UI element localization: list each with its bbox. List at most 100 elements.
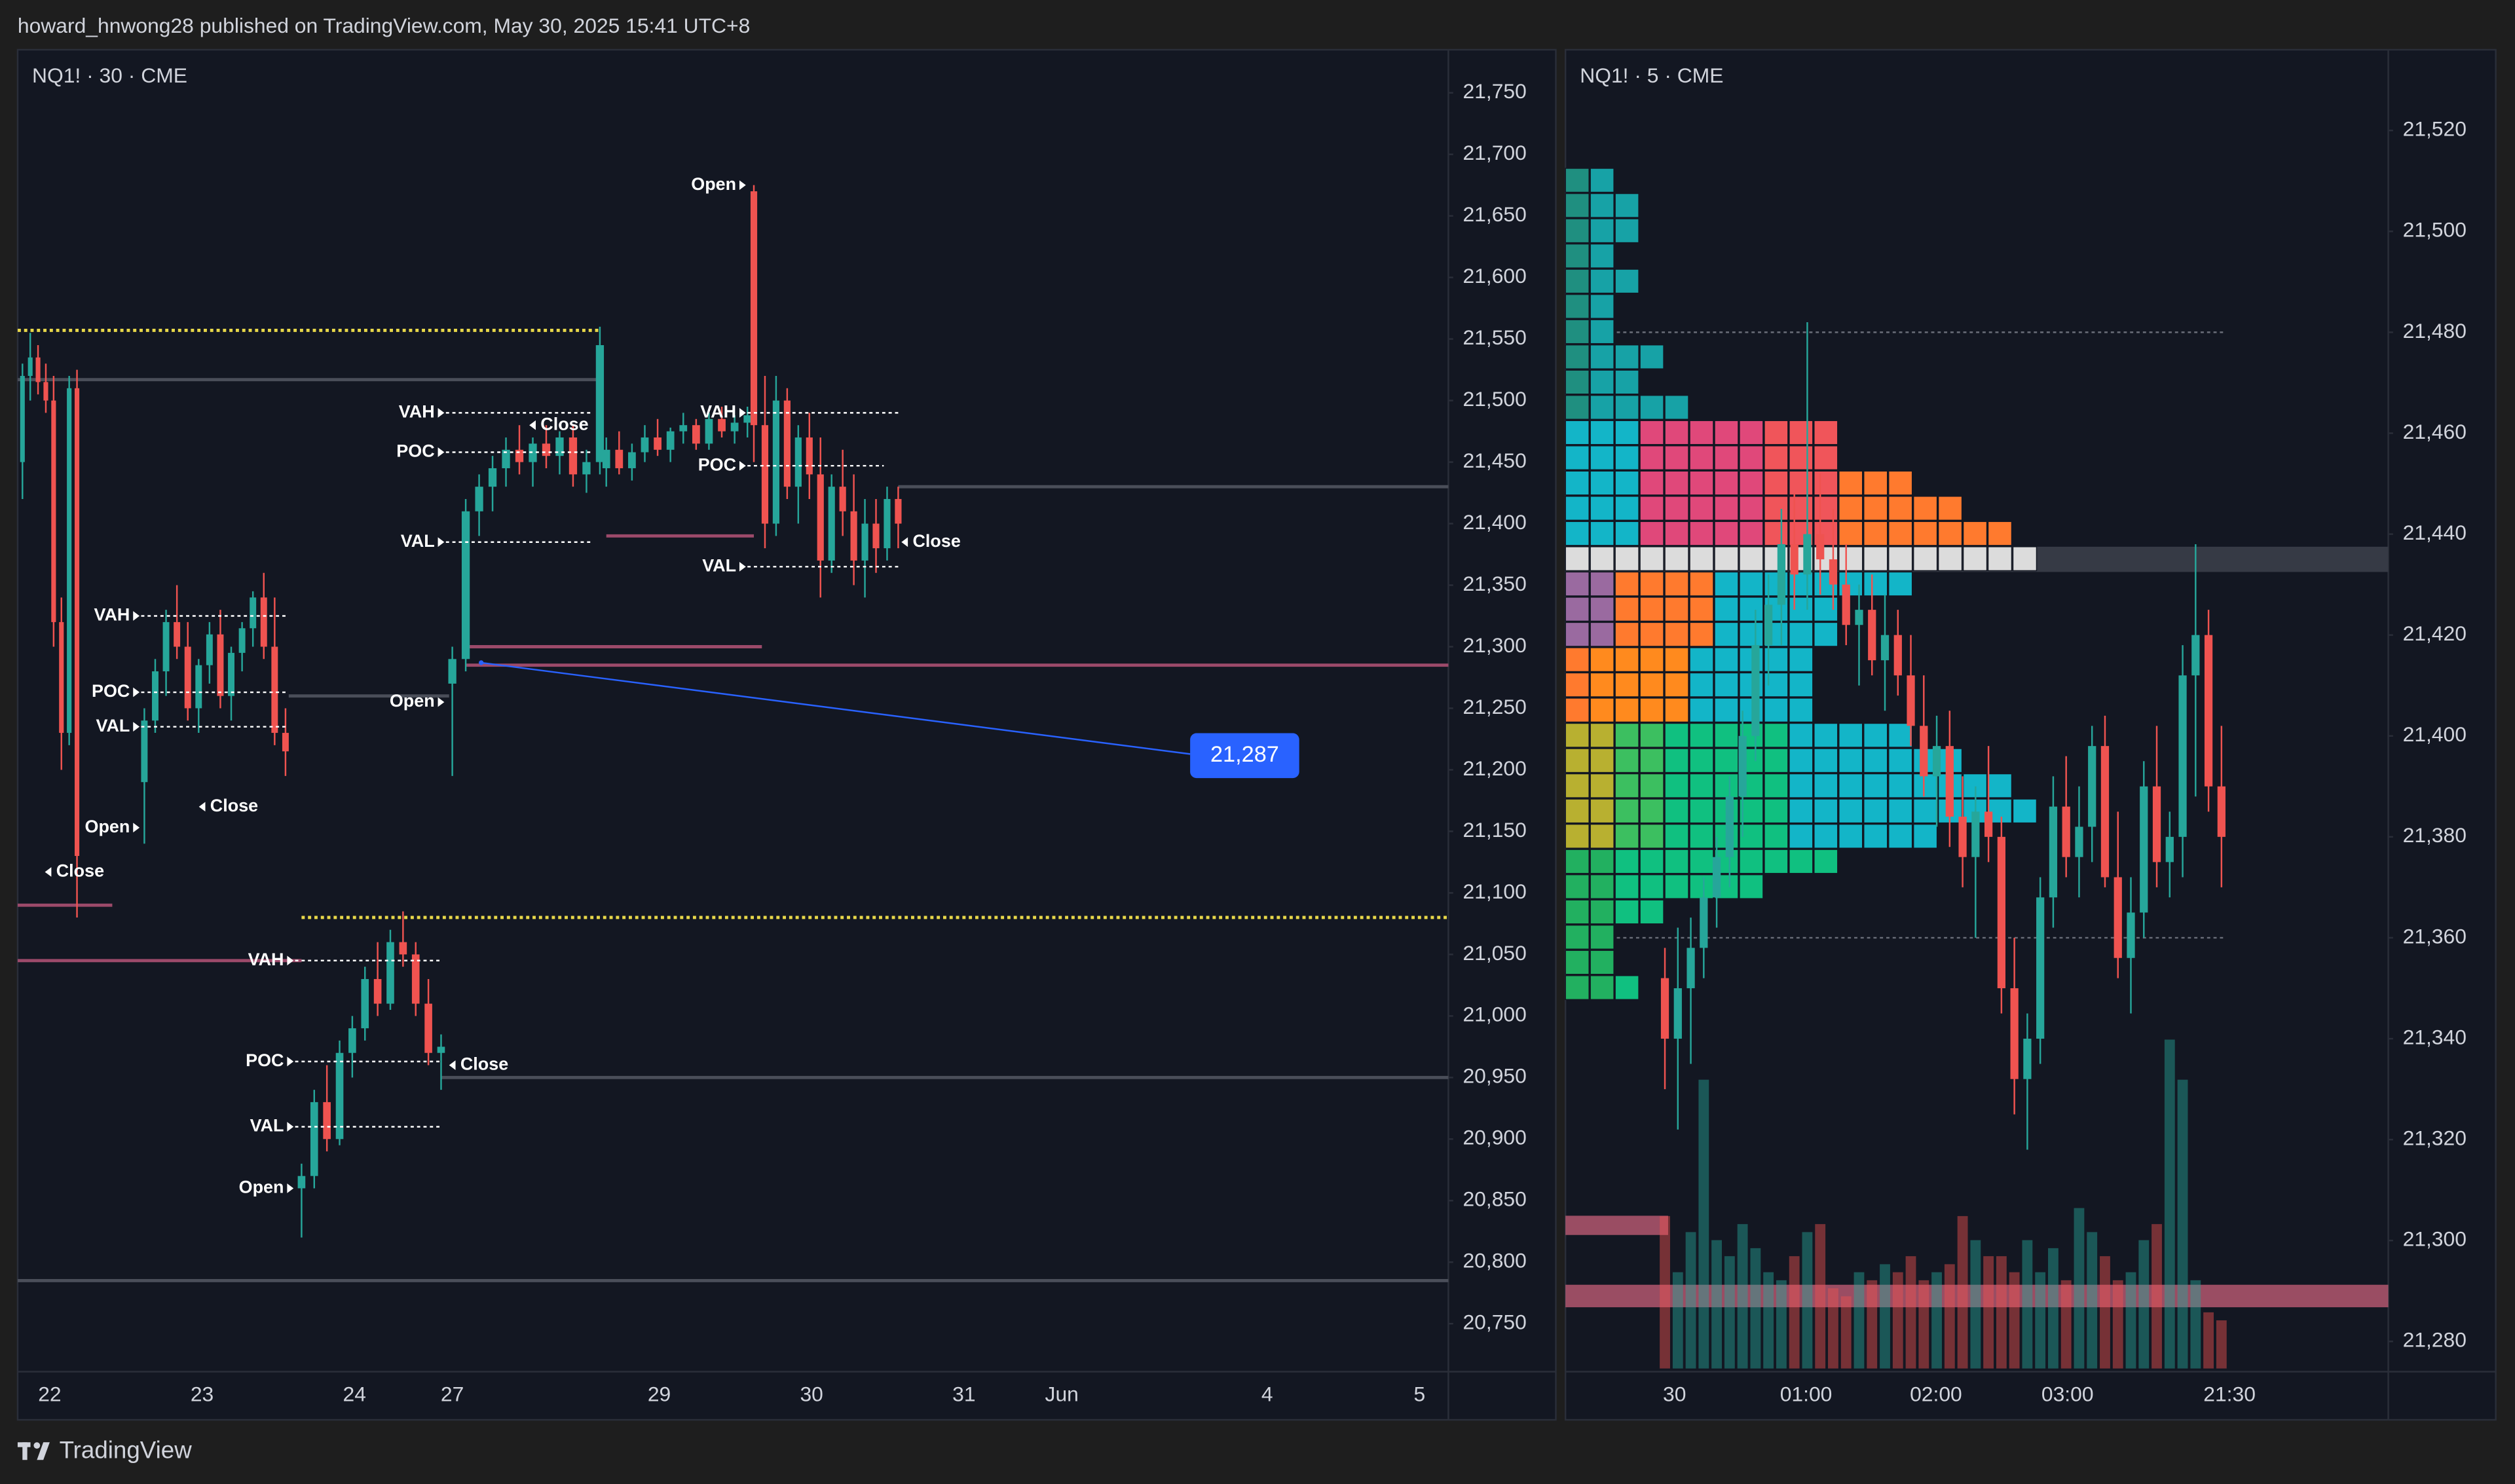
label-arrow <box>438 537 445 547</box>
candle-body <box>582 462 591 475</box>
candle-body <box>761 425 769 524</box>
y-tick-label: 21,000 <box>1462 1003 1526 1026</box>
profile-cell <box>1987 546 2013 572</box>
label-arrow <box>438 447 445 457</box>
profile-cell <box>1789 672 1814 697</box>
volume-bar <box>1970 1240 1981 1369</box>
candle-body <box>1868 610 1876 661</box>
candle-body <box>568 437 578 475</box>
profile-label: Close <box>540 414 588 434</box>
profile-cell <box>1590 344 1614 369</box>
candle-body <box>1777 544 1786 605</box>
profile-cell <box>1888 470 1913 496</box>
profile-cell <box>1814 748 1838 773</box>
candle-body <box>2204 635 2213 787</box>
profile-cell <box>1590 445 1614 471</box>
profile-cell <box>1614 218 1639 244</box>
profile-cell <box>1614 470 1639 496</box>
volume-bar <box>1724 1256 1735 1369</box>
profile-cell <box>1590 773 1614 798</box>
profile-cell <box>1590 319 1614 344</box>
y-tick-label: 21,400 <box>2403 722 2467 746</box>
profile-cell <box>1814 722 1838 748</box>
profile-cell <box>1639 798 1664 824</box>
profile-cell <box>1689 647 1714 673</box>
profile-cell <box>1789 621 1814 647</box>
profile-cell <box>1565 647 1590 673</box>
profile-cell <box>1814 621 1838 647</box>
candle-body <box>850 511 857 561</box>
y-tick-label: 21,750 <box>1462 79 1526 103</box>
volume-bar <box>2022 1240 2033 1369</box>
profile-cell <box>1838 496 1863 521</box>
profile-cell <box>1912 521 1938 546</box>
profile-cell <box>1689 722 1714 748</box>
profile-cell <box>1565 319 1590 344</box>
label-arrow <box>739 180 746 191</box>
label-arrow <box>287 1056 294 1067</box>
profile-cell <box>1739 647 1764 673</box>
profile-cell <box>1863 496 1888 521</box>
profile-cell <box>1614 899 1639 925</box>
profile-cell <box>1714 470 1739 496</box>
y-tick-label: 21,340 <box>2403 1025 2467 1048</box>
profile-cell <box>1590 924 1614 950</box>
candle-body <box>2075 826 2083 857</box>
candle-body <box>1855 610 1863 625</box>
profile-cell <box>1639 773 1664 798</box>
profile-cell <box>1614 697 1639 723</box>
candle-body <box>174 621 181 647</box>
candle-body <box>895 498 902 524</box>
label-arrow <box>45 867 52 877</box>
profile-cell <box>1590 293 1614 319</box>
profile-cell <box>1639 521 1664 546</box>
profile-cell <box>1888 546 1913 572</box>
profile-cell <box>1814 496 1838 521</box>
candle-body <box>310 1102 318 1176</box>
profile-cell <box>1590 874 1614 899</box>
candle-body <box>628 452 636 468</box>
profile-cell <box>1764 496 1789 521</box>
candle-body <box>260 597 267 647</box>
profile-cell <box>1565 521 1590 546</box>
profile-cell <box>1937 546 1963 572</box>
volume-bar <box>1815 1224 1826 1369</box>
candle-body <box>184 646 191 709</box>
profile-cell <box>1987 521 2013 546</box>
y-tick-label: 20,800 <box>1462 1249 1526 1272</box>
profile-cell <box>1789 722 1814 748</box>
candle-body <box>2217 786 2226 837</box>
candle-body <box>195 665 202 709</box>
profile-cell <box>1565 823 1590 849</box>
x-tick-label: 02:00 <box>1910 1382 1962 1406</box>
profile-cell <box>1664 546 1689 572</box>
profile-cell <box>1764 470 1789 496</box>
profile-cell <box>1739 621 1764 647</box>
profile-label: Open <box>691 174 736 194</box>
profile-cell <box>1664 849 1689 874</box>
profile-cell <box>1614 546 1639 572</box>
candle-body <box>1907 675 1915 726</box>
profile-cell <box>1888 571 1913 597</box>
candle-body <box>654 437 661 450</box>
profile-cell <box>1590 899 1614 925</box>
label-arrow <box>739 561 746 572</box>
label-arrow <box>287 1183 294 1193</box>
profile-cell <box>1639 672 1664 697</box>
volume-bar <box>1892 1272 1903 1369</box>
profile-cell <box>1714 445 1739 471</box>
profile-cell <box>1888 773 1913 798</box>
candle-body <box>2178 675 2187 837</box>
candle-body <box>1920 726 1928 777</box>
profile-label: POC <box>246 1050 284 1070</box>
profile-cell <box>1789 748 1814 773</box>
profile-cell <box>1590 218 1614 244</box>
label-arrow <box>287 1122 294 1132</box>
profile-cell <box>1789 773 1814 798</box>
profile-cell <box>1789 823 1814 849</box>
profile-cell <box>1764 849 1789 874</box>
candle-body <box>1764 604 1773 646</box>
profile-cell <box>1664 597 1689 622</box>
candle-body <box>2062 806 2070 857</box>
profile-cell <box>1739 798 1764 824</box>
